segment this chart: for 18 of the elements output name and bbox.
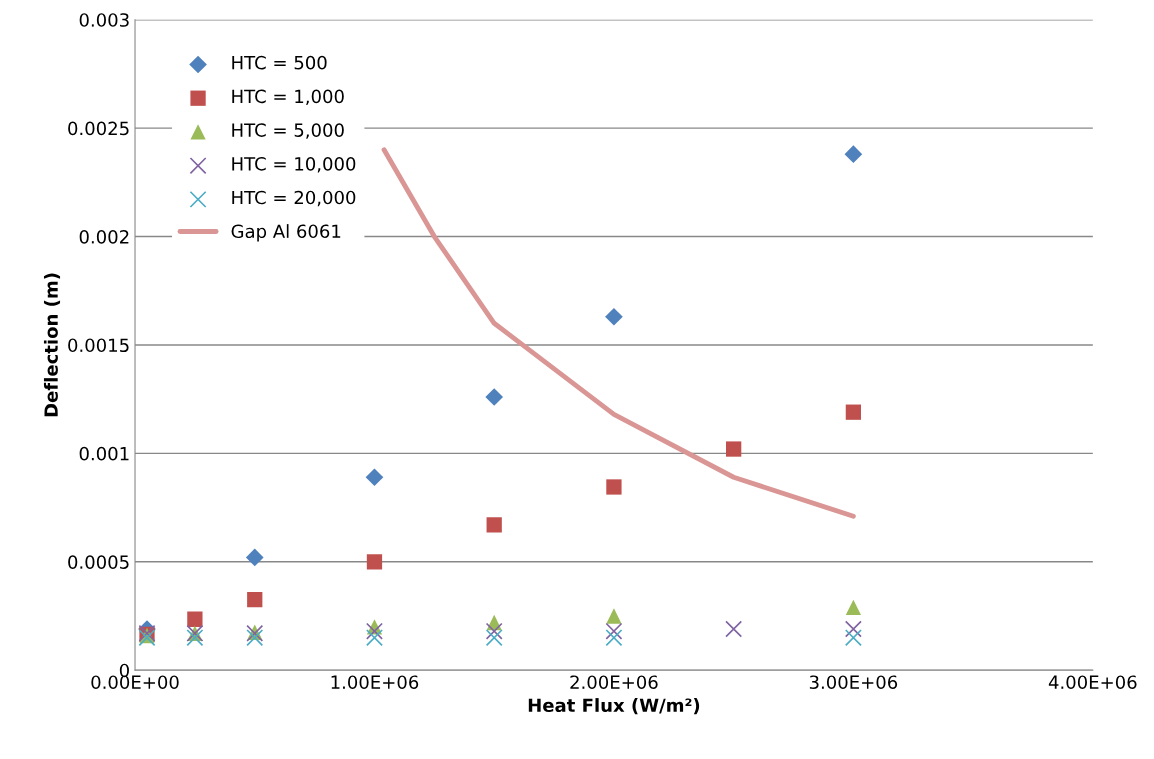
x-tick-label: 4.00E+06 (1048, 675, 1137, 690)
y-tick-label: 0.0025 (68, 121, 129, 136)
y-tick-label: 0.001 (79, 446, 129, 461)
y-tick-label: 0.0015 (68, 338, 129, 353)
legend-label: HTC = 1,000 (232, 89, 344, 106)
x-tick-label: 2.00E+06 (570, 675, 658, 690)
y-tick-label: 0.002 (79, 230, 129, 244)
y-axis-title: Deflection (m) (43, 273, 61, 417)
x-tick-label: 1.00E+06 (331, 675, 419, 690)
legend-label: Gap Al 6061 (231, 224, 341, 242)
legend-label: HTC = 10,000 (232, 156, 356, 173)
x-tick-label: 3.00E+06 (809, 675, 898, 690)
legend-label: HTC = 5,000 (232, 123, 344, 139)
legend-label: HTC = 500 (232, 55, 327, 70)
x-axis-title: Heat Flux (W/m²) (528, 698, 700, 715)
y-tick-label: 0.003 (79, 13, 129, 27)
legend-label: HTC = 20,000 (232, 190, 356, 207)
y-tick-label: 0.0005 (68, 555, 129, 569)
